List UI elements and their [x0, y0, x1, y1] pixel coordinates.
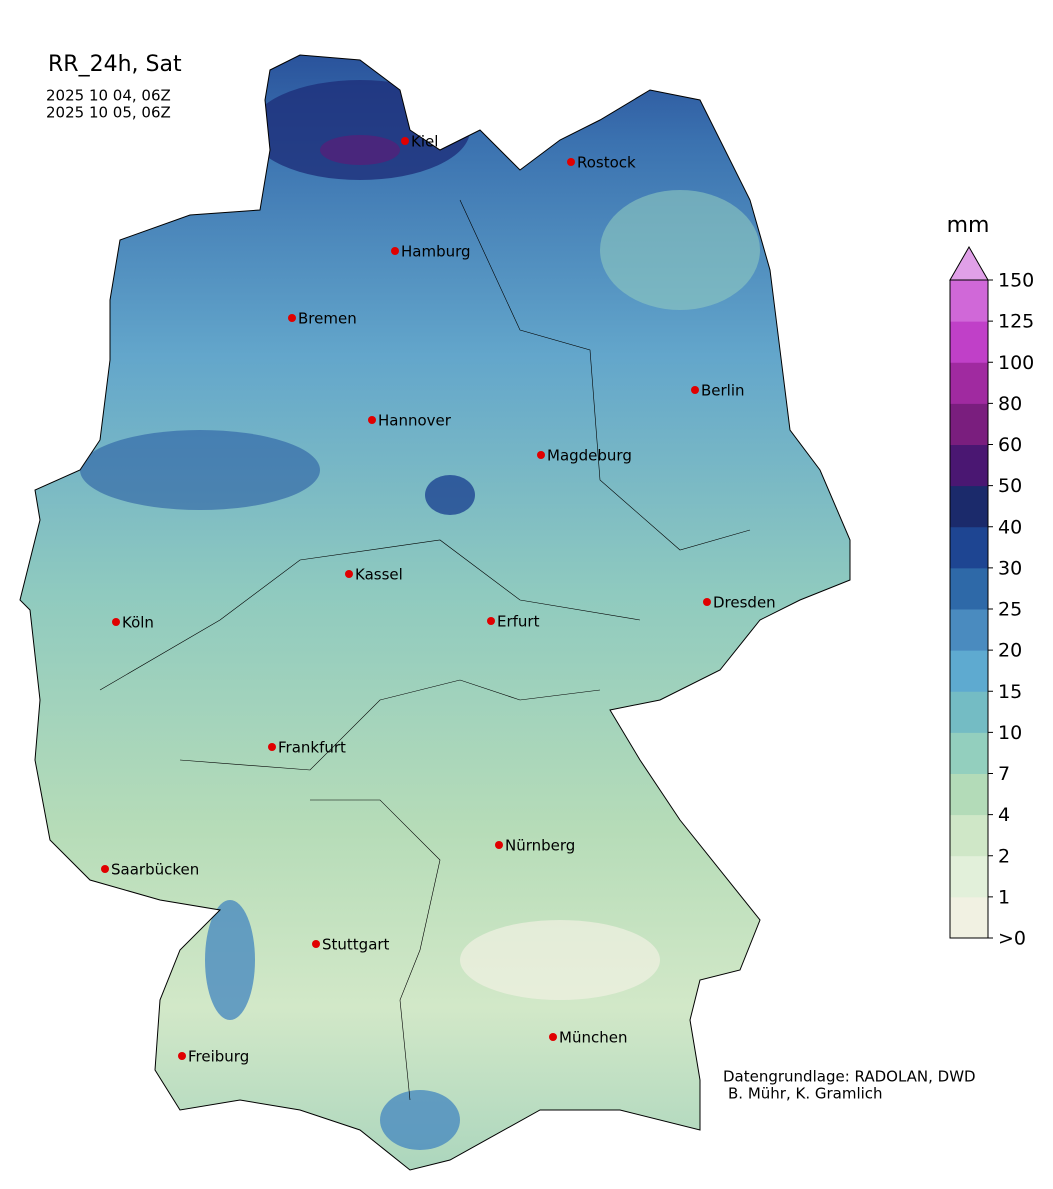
time-end: 2025 10 05, 06Z: [46, 104, 171, 122]
city-dot: [368, 416, 376, 424]
colorbar-band: [950, 280, 988, 322]
city-label: München: [559, 1029, 627, 1047]
map-title: RR_24h, Sat: [48, 52, 182, 77]
city-label: Dresden: [713, 594, 776, 612]
state-border: [459, 199, 751, 551]
colorbar-band: [950, 814, 988, 857]
colorbar-band: [950, 403, 988, 445]
city-dot: [495, 841, 503, 849]
colorbar-band: [950, 567, 988, 610]
city-label: Berlin: [701, 382, 745, 400]
colorbar-tick-label: 30: [998, 557, 1022, 579]
city-dot: [567, 158, 575, 166]
colorbar-tick-label: 125: [998, 311, 1034, 333]
colorbar-tick-label: 15: [998, 681, 1022, 703]
colorbar-band: [950, 732, 988, 774]
credit: B. Mühr, K. Gramlich: [728, 1085, 883, 1103]
colorbar-band: [950, 444, 988, 487]
city-dot: [101, 865, 109, 873]
colorbar-tick-label: >0: [998, 928, 1026, 950]
colorbar-tick-label: 50: [998, 475, 1022, 497]
credit: Datengrundlage: RADOLAN, DWD: [723, 1068, 976, 1086]
colorbar-tick-label: 100: [998, 352, 1034, 374]
city-label: Hannover: [378, 412, 452, 430]
state-border: [179, 679, 601, 771]
city-label: Rostock: [577, 154, 636, 172]
colorbar-band: [950, 321, 988, 363]
city-dot: [549, 1033, 557, 1041]
colorbar-band: [950, 773, 988, 816]
city-dot: [537, 451, 545, 459]
colorbar-tick-label: 4: [998, 804, 1010, 826]
city-dot: [401, 137, 409, 145]
city-label: Stuttgart: [322, 936, 390, 954]
colorbar-tick-label: 150: [998, 270, 1034, 292]
city-label: Kassel: [355, 566, 403, 584]
colorbar-tick-label: 40: [998, 516, 1022, 538]
city-label: Köln: [122, 614, 154, 632]
colorbar-band: [950, 896, 988, 939]
city-label: Hamburg: [401, 243, 471, 261]
colorbar-tick-label: 25: [998, 599, 1022, 621]
city-label: Saarbücken: [111, 861, 199, 879]
colorbar-unit: mm: [947, 213, 990, 238]
city-label: Frankfurt: [278, 739, 346, 757]
precip-field: [20, 55, 850, 1170]
colorbar-tick-label: 10: [998, 722, 1022, 744]
colorbar-extend: [949, 245, 989, 281]
city-label: Kiel: [411, 133, 438, 151]
city-dot: [288, 314, 296, 322]
city-label: Erfurt: [497, 613, 540, 631]
colorbar-tick-label: 20: [998, 640, 1022, 662]
city-dot: [391, 247, 399, 255]
colorbar-band: [950, 526, 988, 569]
city-dot: [345, 570, 353, 578]
colorbar-band: [950, 362, 988, 404]
city-dot: [268, 743, 276, 751]
city-dot: [691, 386, 699, 394]
colorbar-band: [950, 609, 988, 651]
city-label: Nürnberg: [505, 837, 575, 855]
colorbar-tick-label: 80: [998, 393, 1022, 415]
state-border: [99, 539, 641, 691]
colorbar-band: [950, 691, 988, 733]
city-dot: [112, 618, 120, 626]
city-label: Bremen: [298, 310, 357, 328]
city-dot: [312, 940, 320, 948]
city-label: Magdeburg: [547, 447, 632, 465]
colorbar-tick-label: 60: [998, 434, 1022, 456]
colorbar-tick-label: 2: [998, 845, 1010, 867]
state-border: [310, 799, 441, 1101]
colorbar-band: [950, 650, 988, 692]
city-label: Freiburg: [188, 1048, 249, 1066]
colorbar-band: [950, 485, 988, 528]
city-dot: [178, 1052, 186, 1060]
colorbar-band: [950, 855, 988, 898]
city-dot: [703, 598, 711, 606]
colorbar-tick-label: 7: [998, 763, 1010, 785]
time-start: 2025 10 04, 06Z: [46, 87, 171, 105]
colorbar-tick-label: 1: [998, 886, 1010, 908]
city-dot: [487, 617, 495, 625]
